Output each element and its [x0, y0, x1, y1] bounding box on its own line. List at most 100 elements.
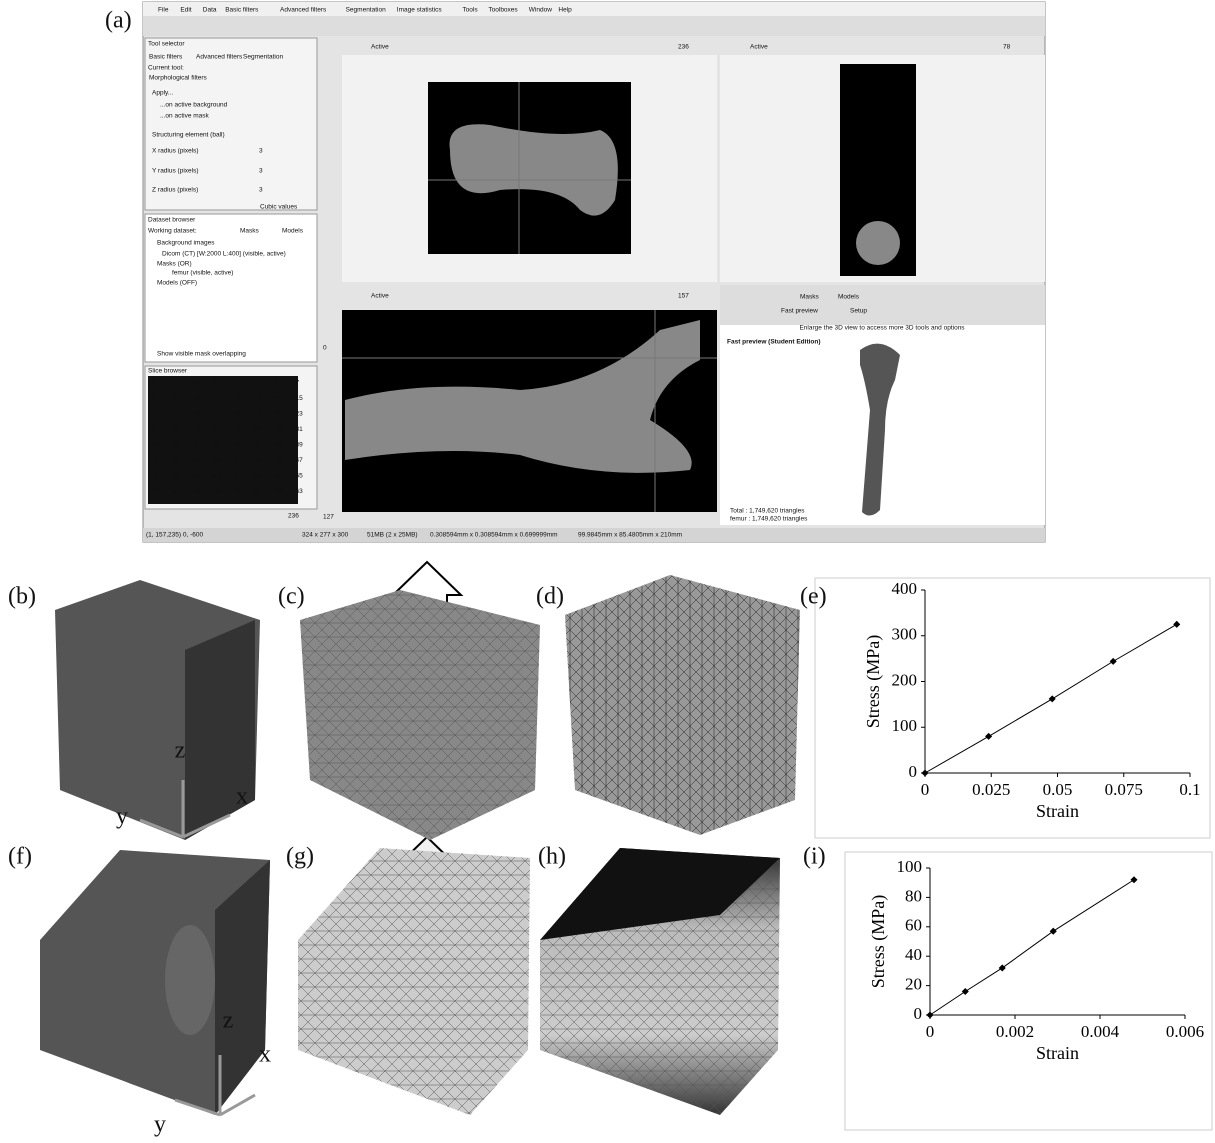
ui-text: Models (OFF): [157, 280, 197, 287]
ui-text: 29: [255, 426, 263, 433]
axis-letter: x: [259, 1042, 271, 1068]
ui-text: 57: [173, 488, 181, 495]
ui-text: 54: [275, 473, 283, 480]
ui-text: ...on active background: [160, 102, 228, 109]
ui-text: 43: [214, 457, 222, 464]
ui-text: 12: [234, 395, 242, 402]
y-tick-label: 100: [897, 857, 923, 876]
ui-text: Y radius (pixels): [152, 168, 198, 175]
y-tick-label: 300: [892, 625, 918, 644]
ui-text: Fast preview (Student Edition): [727, 339, 821, 346]
x-tick-label: 0: [921, 780, 930, 799]
ui-text: 13: [255, 395, 263, 402]
y-tick-label: 80: [905, 886, 922, 905]
ui-text: 40: [152, 457, 160, 464]
ui-text: Show visible mask overlapping: [157, 351, 246, 358]
y-axis-label: Stress (MPa): [868, 895, 889, 989]
ui-text: Advanced filters: [280, 7, 327, 14]
panel-label: (i): [803, 844, 826, 870]
x-tick-label: 0.075: [1105, 780, 1143, 799]
ui-text: femur (visible, active): [172, 270, 233, 277]
ui-text: Segmentation: [346, 7, 386, 14]
ui-text: 56: [152, 488, 160, 495]
axis-letter: x: [236, 784, 248, 810]
ui-text: 44: [234, 457, 242, 464]
ui-text: 99.9845mm x 85.4805mm x 210mm: [578, 532, 682, 539]
ui-text: Advanced filters: [196, 54, 243, 61]
y-tick-label: 60: [905, 916, 922, 935]
ui-text: 0: [323, 345, 327, 352]
ui-text: 21: [255, 411, 263, 418]
ui-text: Models: [282, 228, 304, 235]
ui-text: 25: [173, 426, 181, 433]
ui-text: 24: [152, 426, 160, 433]
y-tick-label: 20: [905, 975, 922, 994]
ui-text: 236: [288, 513, 299, 520]
ui-text: 10: [193, 395, 201, 402]
ui-text: 36: [234, 442, 242, 449]
ui-text: 127: [323, 514, 334, 521]
ui-text: Dataset browser: [148, 217, 196, 224]
x-tick-label: 0.1: [1179, 780, 1200, 799]
ui-text: 27: [214, 426, 222, 433]
ui-text: Active: [371, 293, 389, 300]
ui-text: 32: [152, 442, 160, 449]
x-tick-label: 0.025: [972, 780, 1010, 799]
ui-text: 16: [152, 411, 160, 418]
ui-text: 52: [234, 473, 242, 480]
ui-text: 14: [275, 395, 283, 402]
ui-text: File: [158, 7, 169, 14]
x-tick-label: 0.002: [996, 1022, 1034, 1041]
ui-text: 37: [255, 442, 263, 449]
ui-text: 59: [214, 488, 222, 495]
panel-label: (f): [8, 844, 32, 870]
x-tick-label: 0.006: [1166, 1022, 1204, 1041]
ui-text: 41: [173, 457, 181, 464]
ui-text: 38: [275, 442, 283, 449]
ui-text: 78: [1003, 44, 1011, 51]
ui-text: Edit: [180, 7, 191, 14]
chart-frame: [845, 852, 1212, 1130]
axis-letter: z: [223, 1008, 234, 1034]
ui-text: 26: [193, 426, 201, 433]
ui-text: Fast preview: [781, 308, 818, 315]
figure: (a)(b)(c)(d)(e)(f)(g)(h)(i)zxyzxyFileEdi…: [0, 0, 1215, 1138]
ui-text: 49: [173, 473, 181, 480]
ui-text: 35: [214, 442, 222, 449]
ui-text: Enlarge the 3D view to access more 3D to…: [799, 325, 965, 332]
ui-text: ...on active mask: [160, 113, 210, 120]
axis-letter: z: [175, 738, 186, 764]
ui-text: 23: [296, 411, 304, 418]
ui-text: 17: [173, 411, 181, 418]
ui-text: 50: [193, 473, 201, 480]
ui-text: 3: [259, 148, 263, 155]
ui-text: 34: [193, 442, 201, 449]
ui-text: 19: [214, 411, 222, 418]
ui-text: 46: [275, 457, 283, 464]
ui-text: 236: [678, 44, 689, 51]
ui-text: 48: [152, 473, 160, 480]
ui-text: 3: [214, 380, 218, 387]
ui-text: 39: [296, 442, 304, 449]
axis-letter: y: [154, 1112, 166, 1138]
x-tick-label: 0: [926, 1022, 935, 1041]
ui-text: 9: [173, 395, 177, 402]
ui-text: Current tool:: [148, 65, 184, 72]
ui-text: 62: [275, 488, 283, 495]
ui-text: 324 x 277 x 300: [302, 532, 349, 539]
ui-text: (1, 157,235) 0, -600: [146, 532, 203, 539]
x-tick-label: 0.05: [1043, 780, 1073, 799]
ui-text: Tools: [462, 7, 478, 14]
ui-text: 4: [234, 380, 238, 387]
ui-text: femur : 1,749,620 triangles: [730, 516, 808, 523]
ui-text: Setup: [850, 308, 867, 315]
ui-text: Segmentation: [243, 54, 283, 61]
panel-label: (e): [800, 584, 827, 610]
x-tick-label: 0.004: [1081, 1022, 1120, 1041]
ui-text: Data: [203, 7, 217, 14]
ui-text: 20: [234, 411, 242, 418]
ui-text: Masks (OR): [157, 261, 192, 268]
ui-text: Image statistics: [397, 7, 443, 14]
ui-text: Slice browser: [148, 368, 188, 375]
ui-text: Window: [529, 7, 552, 14]
